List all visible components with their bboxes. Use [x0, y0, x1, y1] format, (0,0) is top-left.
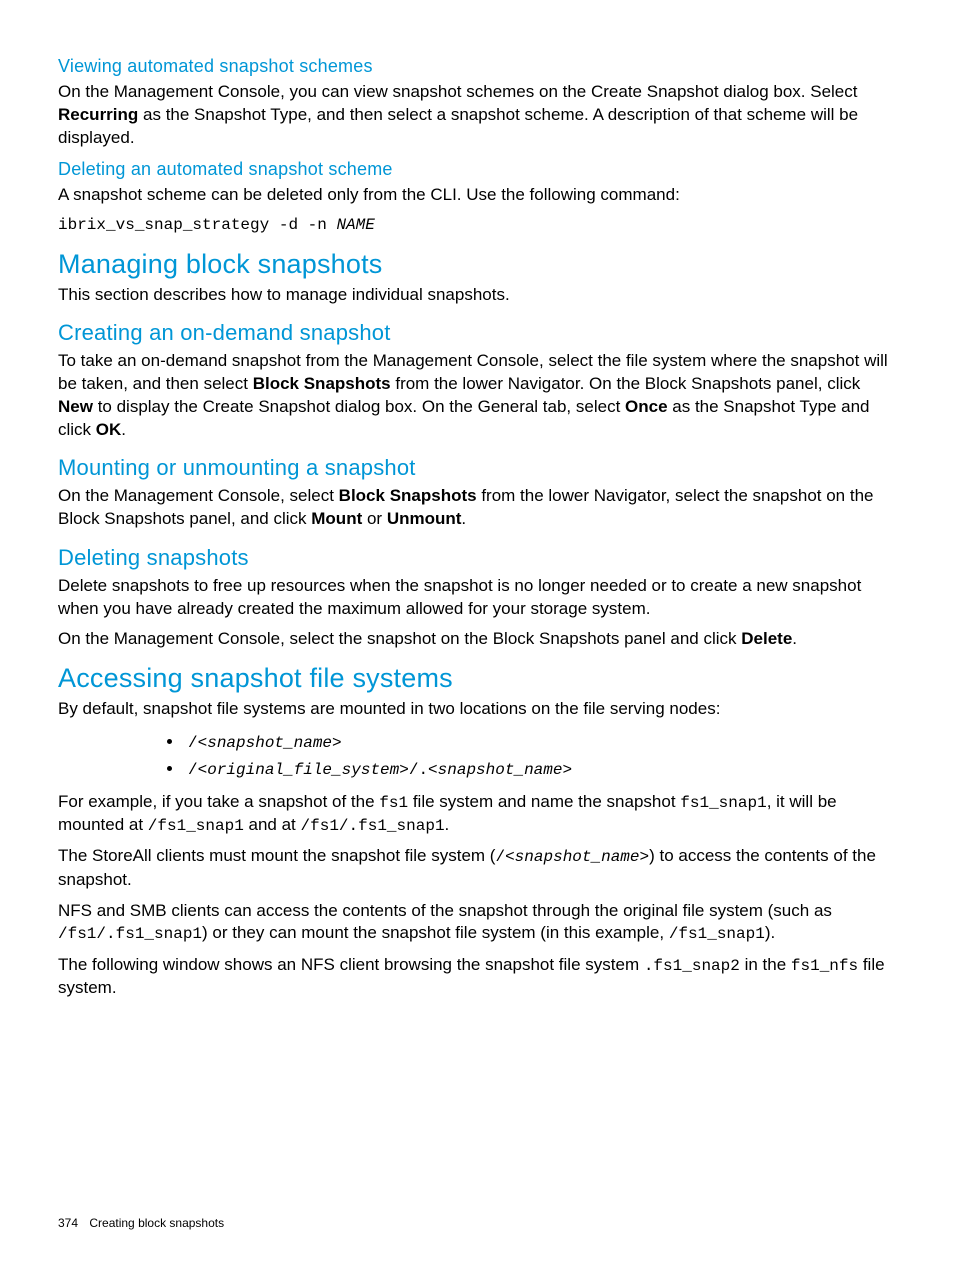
code-text: /fs1_snap1	[148, 817, 244, 835]
text: file system and name the snapshot	[408, 792, 680, 811]
heading-creating-on-demand-snapshot: Creating an on-demand snapshot	[58, 320, 896, 346]
footer-label: Creating block snapshots	[89, 1216, 224, 1230]
paragraph: A snapshot scheme can be deleted only fr…	[58, 184, 896, 207]
code-arg: <original_file_system>	[198, 761, 409, 779]
text: The StoreAll clients must mount the snap…	[58, 846, 495, 865]
page-footer: 374 Creating block snapshots	[58, 1216, 224, 1230]
bold-text: OK	[96, 420, 122, 439]
text: .	[121, 420, 126, 439]
text: ).	[765, 923, 775, 942]
text: as the Snapshot Type, and then select a …	[58, 105, 858, 147]
heading-viewing-automated-snapshot-schemes: Viewing automated snapshot schemes	[58, 56, 896, 77]
text: The following window shows an NFS client…	[58, 955, 644, 974]
code-text: ibrix_vs_snap_strategy -d -n	[58, 216, 336, 234]
bold-text: Unmount	[387, 509, 462, 528]
heading-mounting-unmounting-snapshot: Mounting or unmounting a snapshot	[58, 455, 896, 481]
list-item: /<original_file_system>/.<snapshot_name>	[184, 756, 896, 783]
code-arg: <snapshot_name>	[505, 848, 649, 866]
code-text: fs1_nfs	[791, 957, 858, 975]
code-line: ibrix_vs_snap_strategy -d -n NAME	[58, 215, 896, 236]
paragraph: To take an on-demand snapshot from the M…	[58, 350, 896, 441]
paragraph: The following window shows an NFS client…	[58, 954, 896, 1000]
paragraph: On the Management Console, select the sn…	[58, 628, 896, 651]
document-page: Viewing automated snapshot schemes On th…	[0, 0, 954, 1000]
paragraph: For example, if you take a snapshot of t…	[58, 791, 896, 838]
code-text: /	[188, 761, 198, 779]
text: .	[461, 509, 466, 528]
text: NFS and SMB clients can access the conte…	[58, 901, 832, 920]
code-text: /	[188, 734, 198, 752]
text: On the Management Console, you can view …	[58, 82, 857, 101]
heading-deleting-snapshots: Deleting snapshots	[58, 545, 896, 571]
text: to display the Create Snapshot dialog bo…	[93, 397, 625, 416]
code-text: /.	[409, 761, 428, 779]
text: and at	[244, 815, 301, 834]
heading-deleting-automated-snapshot-scheme: Deleting an automated snapshot scheme	[58, 159, 896, 180]
code-text: /fs1_snap1	[669, 925, 765, 943]
bold-text: Block Snapshots	[253, 374, 391, 393]
text: .	[792, 629, 797, 648]
bullet-list: /<snapshot_name> /<original_file_system>…	[128, 729, 896, 783]
paragraph: On the Management Console, select Block …	[58, 485, 896, 531]
text: For example, if you take a snapshot of t…	[58, 792, 379, 811]
bullet-list-container: /<snapshot_name> /<original_file_system>…	[128, 729, 896, 783]
text: .	[445, 815, 450, 834]
code-text: /fs1/.fs1_snap1	[58, 925, 202, 943]
text: ) or they can mount the snapshot file sy…	[202, 923, 669, 942]
heading-managing-block-snapshots: Managing block snapshots	[58, 249, 896, 280]
code-arg: NAME	[336, 216, 374, 234]
paragraph: By default, snapshot file systems are mo…	[58, 698, 896, 721]
page-number: 374	[58, 1216, 78, 1230]
bold-text: Once	[625, 397, 668, 416]
list-item: /<snapshot_name>	[184, 729, 896, 756]
text: On the Management Console, select the sn…	[58, 629, 741, 648]
paragraph: This section describes how to manage ind…	[58, 284, 896, 307]
code-text: fs1	[379, 794, 408, 812]
bold-text: Delete	[741, 629, 792, 648]
bold-text: Block Snapshots	[339, 486, 477, 505]
code-text: /	[495, 848, 505, 866]
heading-accessing-snapshot-file-systems: Accessing snapshot file systems	[58, 663, 896, 694]
text: from the lower Navigator. On the Block S…	[391, 374, 861, 393]
paragraph: On the Management Console, you can view …	[58, 81, 896, 149]
bold-text: Recurring	[58, 105, 138, 124]
paragraph: Delete snapshots to free up resources wh…	[58, 575, 896, 621]
bold-text: Mount	[311, 509, 362, 528]
paragraph: The StoreAll clients must mount the snap…	[58, 845, 896, 891]
code-arg: <snapshot_name>	[428, 761, 572, 779]
code-text: fs1_snap1	[680, 794, 766, 812]
code-text: /fs1/.fs1_snap1	[301, 817, 445, 835]
text: in the	[740, 955, 791, 974]
text: On the Management Console, select	[58, 486, 339, 505]
code-arg: <snapshot_name>	[198, 734, 342, 752]
code-text: .fs1_snap2	[644, 957, 740, 975]
bold-text: New	[58, 397, 93, 416]
paragraph: NFS and SMB clients can access the conte…	[58, 900, 896, 946]
text: or	[362, 509, 387, 528]
